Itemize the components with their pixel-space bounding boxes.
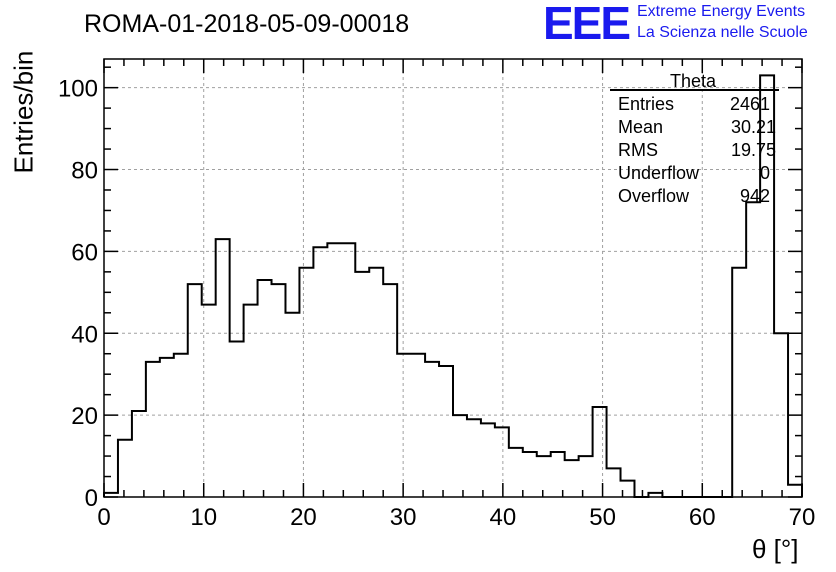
y-tick-label: 0 bbox=[85, 485, 98, 512]
x-tick-label: 70 bbox=[789, 504, 816, 531]
x-tick-label: 60 bbox=[689, 504, 716, 531]
x-tick-label: 20 bbox=[290, 504, 317, 531]
y-tick-label: 60 bbox=[71, 239, 98, 266]
eee-logo: EEE bbox=[543, 0, 631, 49]
stats-name: Theta bbox=[670, 71, 717, 91]
stats-label: Entries bbox=[618, 94, 674, 114]
stats-value: 942 bbox=[740, 186, 770, 206]
stats-row: Overflow 942 bbox=[618, 186, 770, 206]
axis-ticks bbox=[103, 59, 803, 498]
x-axis-label: θ [°] bbox=[752, 534, 799, 564]
stats-value: 0 bbox=[760, 163, 770, 183]
stats-label: Underflow bbox=[618, 163, 700, 183]
y-tick-label: 20 bbox=[71, 403, 98, 430]
stats-row: Underflow 0 bbox=[618, 163, 770, 183]
stats-row: RMS 19.75 bbox=[618, 140, 776, 160]
stats-label: Mean bbox=[618, 117, 663, 137]
stats-label: RMS bbox=[618, 140, 658, 160]
histogram-outline bbox=[103, 74, 803, 498]
x-tick-label: 30 bbox=[390, 504, 417, 531]
stats-box: Theta Entries 2461 Mean 30.21 RMS 19.75 … bbox=[610, 71, 779, 206]
stats-row: Entries 2461 bbox=[618, 94, 770, 114]
brand-line-2: La Scienza nelle Scuole bbox=[637, 24, 808, 41]
plot-frame bbox=[103, 58, 803, 498]
x-tick-label: 40 bbox=[490, 504, 517, 531]
y-tick-label: 100 bbox=[58, 76, 98, 103]
stats-value: 19.75 bbox=[731, 140, 776, 160]
y-tick-label: 40 bbox=[71, 321, 98, 348]
grid-lines bbox=[104, 59, 802, 497]
tick-labels: 0 10 20 30 40 50 60 70 0 20 40 60 80 100 bbox=[58, 76, 815, 531]
x-tick-label: 0 bbox=[97, 504, 110, 531]
y-tick-label: 80 bbox=[71, 158, 98, 185]
brand-line-1: Extreme Energy Events bbox=[637, 3, 806, 20]
x-tick-label: 10 bbox=[190, 504, 217, 531]
stats-label: Overflow bbox=[618, 186, 690, 206]
plot-title: ROMA-01-2018-05-09-00018 bbox=[84, 10, 410, 38]
x-tick-label: 50 bbox=[589, 504, 616, 531]
stats-value: 30.21 bbox=[731, 117, 776, 137]
stats-row: Mean 30.21 bbox=[618, 117, 776, 137]
stats-value: 2461 bbox=[730, 94, 770, 114]
